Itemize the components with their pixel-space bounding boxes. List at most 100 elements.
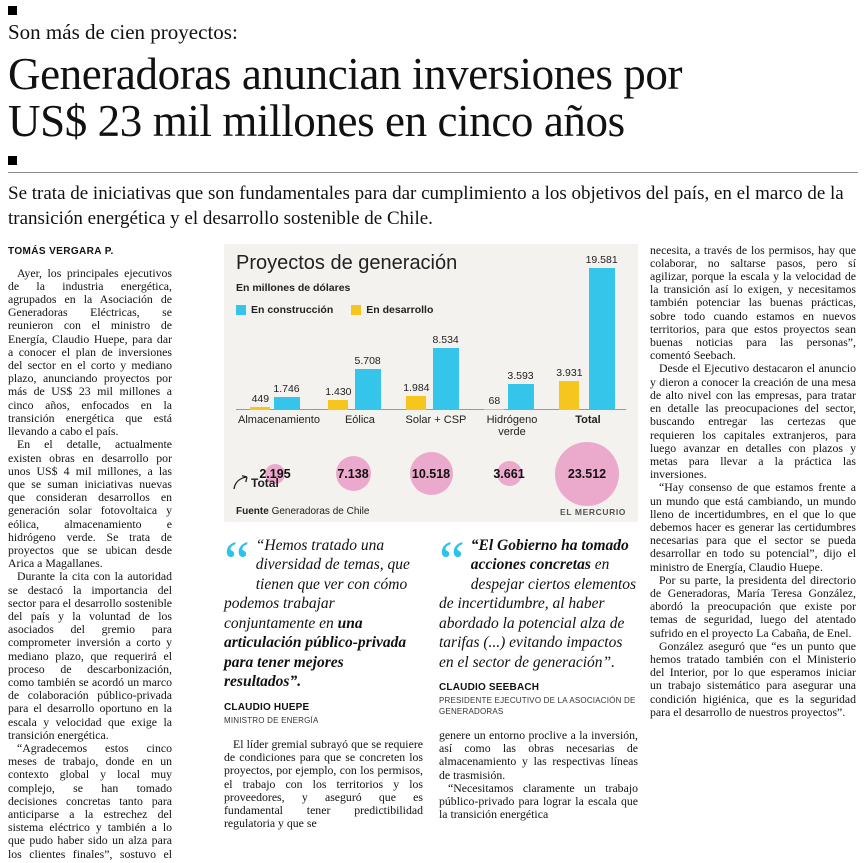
paragraph: El líder gremial subrayó que se requiere…: [224, 737, 423, 831]
legend-item-desarrollo: En desarrollo: [351, 304, 433, 316]
total-circle: [496, 461, 522, 487]
deck: Se trata de iniciativas que son fundamen…: [8, 182, 844, 229]
source-value: Generadoras de Chile: [271, 505, 370, 517]
totals-cell: 23.512: [548, 441, 626, 506]
bar-value-label: 5.708: [354, 354, 381, 367]
chart-source-row: Fuente Generadoras de Chile EL MERCURIO: [236, 506, 626, 517]
total-value-label: 7.138: [337, 466, 369, 481]
legend-swatch-construccion-icon: [236, 304, 246, 315]
legend-item-construccion: En construcción: [236, 304, 333, 316]
quote-text: “Hemos tratado una diversidad de temas, …: [224, 536, 423, 692]
totals-cell: 7.138: [314, 442, 392, 506]
headline-line2: US$ 23 mil millones en cinco años: [8, 96, 625, 147]
quotes-row: “ “Hemos tratado una diversidad de temas…: [224, 528, 638, 831]
bar-desarrollo: [559, 380, 580, 410]
bar-value-label: 1.746: [273, 382, 300, 395]
category-label: Solar + CSP: [405, 413, 467, 426]
bar-column: 3.931: [556, 366, 583, 410]
total-circle: [335, 456, 371, 492]
bar-value-label: 3.593: [507, 369, 534, 382]
kicker: Son más de cien proyectos:: [8, 20, 238, 44]
quote-author-role: MINISTRO DE ENERGÍA: [224, 715, 319, 725]
category-label: Eólica: [344, 413, 375, 426]
bar-column: 5.708: [355, 355, 381, 410]
quote-text: “El Gobierno ha tomado acciones concreta…: [439, 536, 638, 673]
newspaper-credit: EL MERCURIO: [560, 506, 626, 517]
chart-panel: Proyectos de generación En millones de d…: [224, 243, 638, 522]
bar-column: 1.430: [325, 385, 352, 410]
total-pointer: Total: [232, 474, 279, 490]
quote-column-1: “ “Hemos tratado una diversidad de temas…: [224, 528, 423, 831]
paragraph: “Necesitamos claramente un trabajo públi…: [439, 780, 638, 822]
quote-attribution: CLAUDIO SEEBACH PRESIDENTE EJECUTIVO DE …: [439, 682, 638, 717]
bar-value-label: 1.430: [325, 385, 352, 398]
paragraph: Durante la cita con la autoridad se dest…: [8, 569, 172, 742]
total-circle: [265, 463, 285, 484]
bar-value-label: 8.534: [432, 333, 459, 346]
total-value-label: 3.661: [493, 466, 525, 481]
middle-column: Proyectos de generación En millones de d…: [224, 243, 638, 831]
totals-circles: 2.195 7.138 10.518 3.661 23.512: [236, 441, 626, 506]
headline-end-marker: [8, 155, 17, 165]
bar-value-label: 3.931: [556, 366, 583, 379]
paragraph: González aseguró que “es un punto que he…: [650, 638, 856, 719]
quote-column-2: “ “El Gobierno ha tomado acciones concre…: [439, 532, 638, 831]
paragraph: genere un entorno proclive a la inversió…: [439, 727, 638, 782]
legend-swatch-desarrollo-icon: [351, 304, 362, 315]
bar-construccion: [507, 383, 534, 410]
bar-value-label: 68: [488, 394, 501, 407]
bar-desarrollo: [484, 408, 505, 410]
legend-label: En desarrollo: [366, 303, 434, 316]
bar-column: 449: [250, 392, 271, 410]
bar-desarrollo: [250, 406, 271, 410]
bar-column: 1.984: [403, 381, 430, 410]
byline: TOMÁS VERGARA P.: [8, 245, 114, 257]
headline: Generadoras anuncian inversiones por US$ …: [8, 49, 858, 147]
quote-attribution: CLAUDIO HUEPE MINISTRO DE ENERGÍA: [224, 702, 423, 726]
chart-categories: Almacenamiento Eólica Solar + CSP Hidrógeno…: [236, 414, 626, 438]
category-label: Hidrógeno verde: [486, 413, 538, 438]
divider-rule: [8, 171, 858, 173]
totals-cell: 10.518: [392, 442, 470, 506]
total-circle: [555, 441, 619, 506]
chart-group: 3.931 19.581: [548, 254, 626, 410]
section-marker: [8, 6, 17, 15]
paragraph: En el detalle, actualmente existen obras…: [8, 437, 172, 571]
chart-group: 1.984 8.534: [392, 268, 470, 410]
paragraph: Por su parte, la presidenta del director…: [650, 572, 856, 640]
category-label: Almacenamiento: [238, 413, 320, 426]
bar-construccion: [354, 368, 381, 410]
paragraph: Desde el Ejecutivo destacaron el anuncio…: [650, 361, 856, 482]
chart-source: Fuente Generadoras de Chile: [236, 506, 369, 517]
bar-column: 1.746: [273, 382, 300, 410]
chart-title: Proyectos de generación: [236, 251, 458, 274]
right-column: necesita, a través de los permisos, hay …: [650, 242, 856, 719]
headline-line1: Generadoras anuncian inversiones por: [8, 49, 683, 99]
legend-label: En construcción: [251, 303, 334, 316]
article-body: TOMÁS VERGARA P. Ayer, los principales e…: [8, 242, 858, 863]
paragraph: Ayer, los principales ejecutivos de la i…: [8, 265, 172, 439]
bar-construccion: [432, 347, 459, 410]
bar-column: 3.593: [507, 369, 534, 410]
bar-column: 19.581: [586, 254, 618, 410]
chart-group: 1.430 5.708: [314, 268, 392, 410]
total-value-label: 23.512: [567, 466, 607, 481]
bar-value-label: 449: [251, 392, 270, 405]
quote-post: en despejar ciertos elementos de incerti…: [439, 556, 637, 671]
quote-pre: “Hemos tratado una diversidad de temas, …: [224, 536, 410, 632]
quote-author: CLAUDIO SEEBACH: [439, 682, 540, 694]
bar-desarrollo: [406, 395, 427, 410]
bar-value-label: 19.581: [585, 253, 618, 266]
paragraph: necesita, a través de los permisos, hay …: [650, 242, 856, 363]
bar-column: 8.534: [433, 334, 459, 410]
quote-mark-icon: “: [224, 528, 250, 594]
bar-value-label: 1.984: [403, 381, 430, 394]
paragraph: “Hay consenso de que estamos frente a un…: [650, 480, 856, 574]
chart-subtitle: En millones de dólares: [236, 281, 351, 294]
chart-legend: En construcción En desarrollo: [236, 304, 433, 316]
article-header: Son más de cien proyectos: Generadoras a…: [8, 6, 858, 231]
bar-desarrollo: [328, 399, 349, 410]
quote-author-role: PRESIDENTE EJECUTIVO DE LA ASOCIACIÓN DE…: [439, 696, 636, 716]
chart-plot: 449 1.746 1.430 5.708 1.984 8.534 68 3.593 3.931…: [236, 254, 626, 410]
